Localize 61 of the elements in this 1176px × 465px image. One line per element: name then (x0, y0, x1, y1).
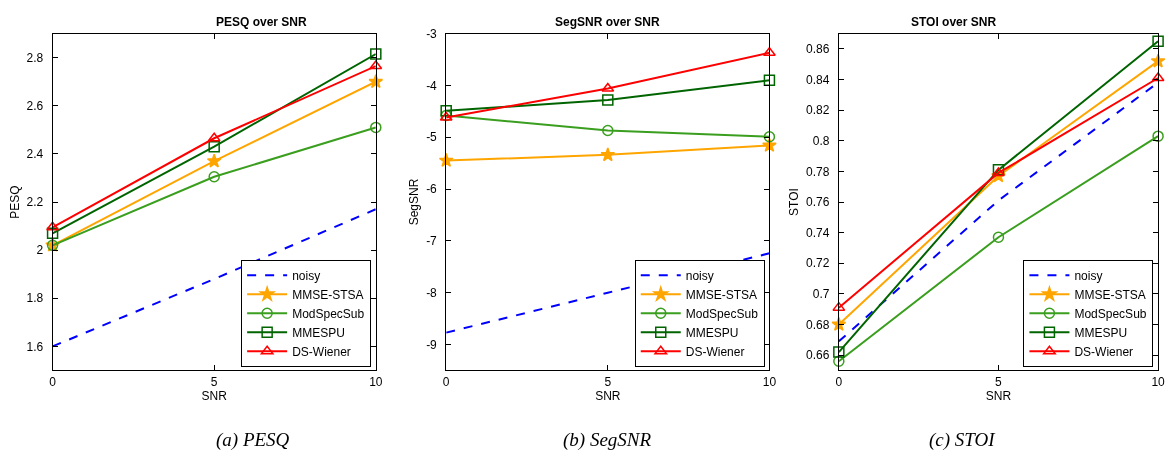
legend-label: MMESPU (292, 325, 345, 340)
legend-label: ModSpecSub (1074, 306, 1147, 321)
y-tick-label: 2.4 (26, 147, 44, 162)
y-tick-label: 2 (36, 243, 44, 258)
y-tick-label: 1.8 (26, 291, 44, 306)
legend-label: ModSpecSub (292, 306, 365, 321)
x-tick-label: 5 (210, 374, 218, 389)
x-tick-label: 0 (835, 374, 843, 389)
y-tick-label: -9 (426, 337, 438, 352)
x-tick-label: 0 (49, 374, 57, 389)
y-tick-label: 0.76 (806, 195, 830, 210)
y-tick-label: 2.8 (26, 50, 44, 65)
legend-label: DS-Wiener (685, 344, 745, 359)
x-axis-title: SNR (201, 388, 228, 403)
legend-label: DS-Wiener (1074, 344, 1134, 359)
x-axis-title: SNR (985, 388, 1012, 403)
y-tick-label: -8 (426, 285, 438, 300)
y-tick-label: -3 (426, 26, 438, 41)
y-tick-label: 0.74 (806, 225, 830, 240)
x-tick-label: 0 (442, 374, 450, 389)
y-tick-label: 1.6 (26, 339, 44, 354)
legend-label: DS-Wiener (292, 344, 351, 359)
legend-label: MMSE-STSA (1074, 287, 1146, 302)
legend-label: MMSE-STSA (292, 287, 364, 302)
y-tick-label: 0.66 (806, 348, 830, 363)
y-tick-label: 0.7 (812, 287, 830, 302)
x-tick-label: 10 (762, 374, 777, 389)
y-tick-label: 0.82 (806, 103, 830, 118)
y-tick-label: -6 (426, 182, 438, 197)
x-tick-label: 5 (995, 374, 1003, 389)
text: (c) STOI (929, 429, 997, 451)
chart-title: STOI over SNR (911, 15, 997, 29)
y-tick-label: 2.6 (26, 98, 44, 113)
legend-label: noisy (1074, 268, 1103, 283)
y-tick-label: -7 (426, 234, 438, 249)
legend-label: MMESPU (685, 325, 739, 340)
y-tick-label: 0.78 (806, 164, 830, 179)
y-tick-label: 0.8 (812, 133, 830, 148)
y-tick-label: -4 (426, 78, 438, 93)
y-axis-title: PESQ (7, 185, 22, 219)
x-axis-title: SNR (595, 388, 621, 403)
legend-label: noisy (292, 268, 321, 283)
legend-label: MMESPU (1074, 325, 1128, 340)
legend-label: ModSpecSub (685, 306, 759, 321)
y-axis-title: STOI (787, 188, 802, 216)
x-tick-label: 10 (1151, 374, 1166, 389)
x-tick-label: 10 (369, 374, 383, 389)
y-tick-label: 0.68 (806, 317, 830, 332)
y-tick-label: -5 (426, 130, 438, 145)
y-axis-title: SegSNR (407, 178, 422, 226)
y-tick-label: 2.2 (26, 195, 44, 210)
y-tick-label: 0.84 (806, 72, 830, 87)
y-tick-label: 0.86 (806, 42, 830, 57)
y-tick-label: 0.72 (806, 256, 830, 271)
x-tick-label: 5 (604, 374, 612, 389)
legend-label: noisy (685, 268, 714, 283)
text: (a) PESQ (216, 429, 290, 451)
legend-label: MMSE-STSA (685, 287, 758, 302)
chart-title: PESQ over SNR (216, 15, 308, 29)
text: (b) SegSNR (563, 429, 652, 451)
chart-title: SegSNR over SNR (555, 15, 661, 29)
